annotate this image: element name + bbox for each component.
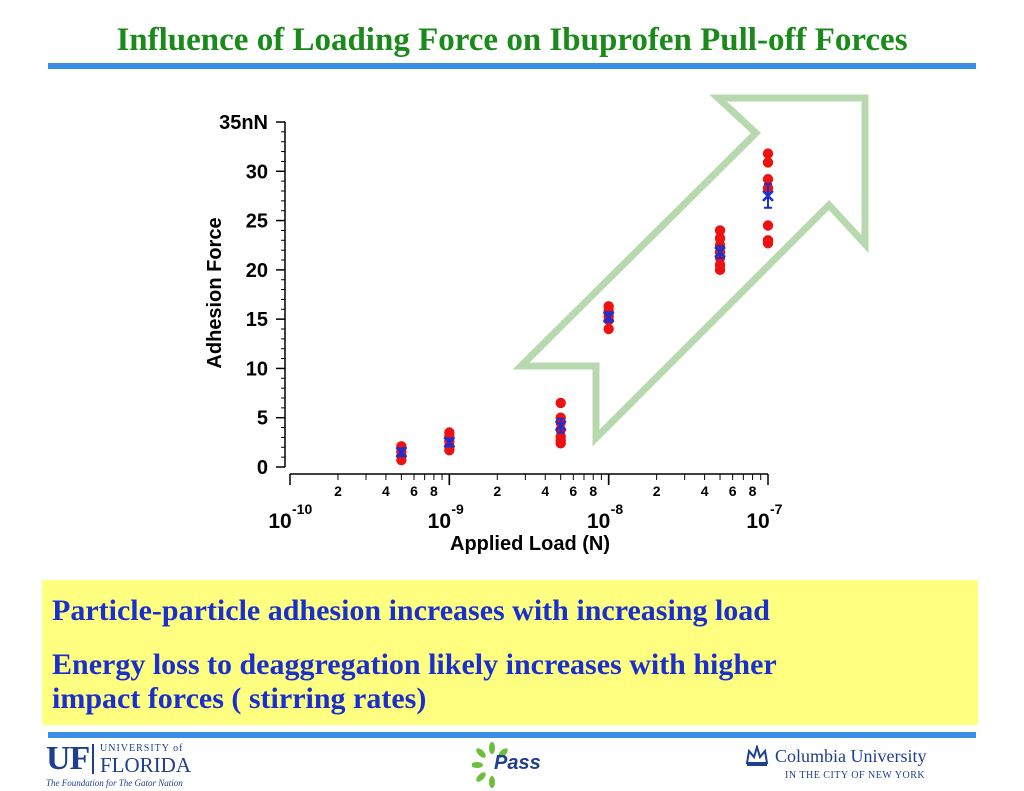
uf-tagline: The Foundation for The Gator Nation — [46, 778, 183, 788]
columbia-logo: Columbia University IN THE CITY OF NEW Y… — [745, 742, 985, 790]
mean-marker — [762, 183, 774, 209]
pass-logo: Pass — [470, 742, 560, 790]
data-point — [762, 148, 774, 159]
uf-logo: UF UNIVERSITY of FLORIDA The Foundation … — [46, 742, 216, 790]
data-point — [714, 264, 726, 276]
mean-marker — [602, 311, 615, 324]
pass-burst-icon — [472, 742, 508, 788]
x-tick-base: 10 — [268, 510, 291, 533]
trend-arrow — [512, 94, 869, 447]
marks-layer — [395, 148, 774, 466]
data-point — [762, 238, 774, 249]
summary-callout: Particle-particle adhesion increases wit… — [42, 580, 978, 725]
x-minor-tick-label: 8 — [749, 483, 757, 499]
x-minor-tick-label: 4 — [701, 483, 709, 499]
x-minor-tick-label: 2 — [493, 483, 501, 499]
mean-marker — [443, 436, 456, 449]
callout-line-3: impact forces ( stirring rates) — [52, 682, 427, 715]
x-tick-exponent: -9 — [451, 501, 464, 517]
data-point — [555, 397, 566, 409]
mean-cross — [554, 419, 567, 432]
mean-cross — [443, 436, 456, 449]
mean-cross — [714, 246, 726, 258]
x-tick-exponent: -8 — [611, 501, 624, 517]
y-tick-label: 20 — [246, 260, 268, 282]
bottom-divider — [48, 732, 976, 738]
uf-divider — [92, 744, 94, 774]
x-tick-base: 10 — [428, 510, 451, 533]
x-minor-tick-label: 2 — [653, 483, 661, 499]
pass-name: Pass — [494, 752, 541, 774]
x-axis-label: Applied Load (N) — [450, 533, 610, 555]
x-tick-base: 10 — [746, 510, 769, 533]
x-major-tick-label: 10-10 — [268, 501, 312, 533]
x-minor-tick-label: 4 — [541, 483, 549, 499]
data-point — [603, 323, 614, 335]
data-point — [714, 225, 726, 236]
x-minor-tick-label: 6 — [410, 483, 418, 499]
trend-arrow-layer — [512, 94, 869, 447]
mean-cross — [602, 311, 615, 324]
data-point — [396, 454, 407, 466]
data-point — [444, 445, 455, 456]
y-tick-label: 30 — [246, 161, 268, 183]
y-tick-label: 0 — [257, 457, 268, 479]
mean-cross — [395, 446, 408, 459]
x-tick-base: 10 — [587, 510, 610, 533]
mean-marker — [395, 446, 408, 459]
x-minor-tick-label: 4 — [382, 483, 390, 499]
x-tick-exponent: -7 — [770, 501, 783, 517]
y-tick-label: 5 — [257, 408, 268, 430]
data-point — [762, 220, 774, 231]
columbia-name: Columbia University — [775, 746, 927, 766]
crown-icon — [745, 745, 769, 766]
columbia-subtitle: IN THE CITY OF NEW YORK — [785, 770, 926, 781]
uf-name: FLORIDA — [100, 753, 192, 777]
y-axis-label: Adhesion Force — [204, 217, 226, 368]
x-minor-tick-label: 2 — [334, 483, 342, 499]
data-point — [555, 438, 566, 449]
uf-univ-text: UNIVERSITY of — [100, 743, 184, 754]
top-divider — [48, 63, 976, 69]
y-tick-label: 10 — [246, 358, 268, 380]
x-major-tick-label: 10-9 — [428, 501, 464, 533]
x-major-tick-label: 10-8 — [587, 501, 623, 533]
uf-mark: UF — [46, 740, 90, 777]
x-minor-tick-label: 8 — [589, 483, 597, 499]
callout-line-1: Particle-particle adhesion increases wit… — [52, 594, 770, 627]
y-tick-label: 25 — [246, 211, 268, 233]
x-minor-tick-label: 8 — [430, 483, 438, 499]
x-tick-exponent: -10 — [292, 501, 312, 517]
x-minor-tick-label: 6 — [729, 483, 737, 499]
y-tick-label: 35nN — [219, 112, 268, 134]
slide-title: Influence of Loading Force on Ibuprofen … — [116, 22, 908, 58]
data-point — [762, 157, 774, 168]
x-minor-tick-label: 6 — [569, 483, 577, 499]
data-point — [762, 173, 774, 185]
x-major-tick-label: 10-7 — [746, 501, 782, 533]
callout-line-2: Energy loss to deaggregation likely incr… — [52, 648, 777, 681]
mean-marker — [714, 245, 726, 260]
y-tick-label: 15 — [246, 309, 268, 331]
mean-marker — [554, 417, 567, 434]
mean-cross — [762, 190, 774, 202]
